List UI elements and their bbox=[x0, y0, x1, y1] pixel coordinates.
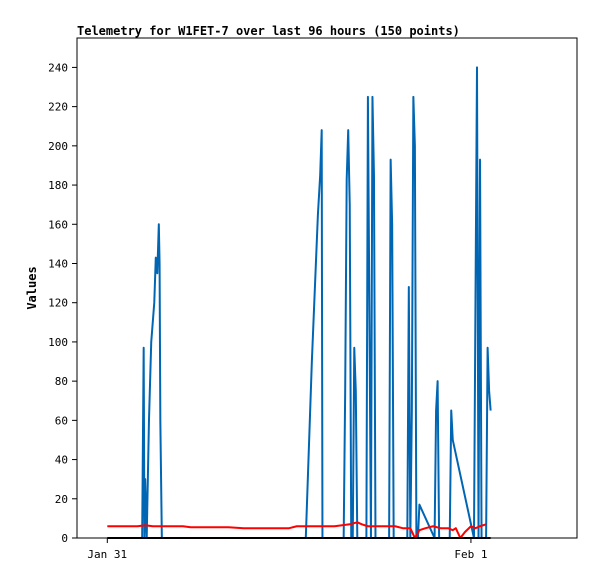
y-tick-label: 180 bbox=[48, 179, 68, 192]
y-tick-label: 160 bbox=[48, 218, 68, 231]
chart-title: Telemetry for W1FET-7 over last 96 hours… bbox=[77, 24, 460, 38]
y-tick-label: 40 bbox=[55, 454, 68, 467]
y-tick-label: 120 bbox=[48, 297, 68, 310]
series-line-1 bbox=[107, 521, 487, 539]
y-tick-label: 140 bbox=[48, 257, 68, 270]
y-tick-label: 80 bbox=[55, 375, 68, 388]
y-tick-label: 240 bbox=[48, 61, 68, 74]
y-tick-label: 200 bbox=[48, 140, 68, 153]
series-layer bbox=[107, 66, 492, 539]
y-tick-label: 20 bbox=[55, 493, 68, 506]
y-tick-label: 100 bbox=[48, 336, 68, 349]
x-tick-label: Feb 1 bbox=[454, 548, 487, 561]
y-tick-label: 0 bbox=[61, 532, 68, 545]
y-axis-label: Values bbox=[25, 266, 39, 309]
y-tick-label: 220 bbox=[48, 101, 68, 114]
x-tick-label: Jan 31 bbox=[87, 548, 127, 561]
plot-frame bbox=[76, 37, 578, 539]
y-axis: 0 20 40 60 80 100 120 140 160 180 200 220 240 bbox=[48, 61, 77, 545]
y-tick-label: 60 bbox=[55, 414, 68, 427]
x-axis: Jan 31 Feb 1 bbox=[87, 538, 488, 561]
